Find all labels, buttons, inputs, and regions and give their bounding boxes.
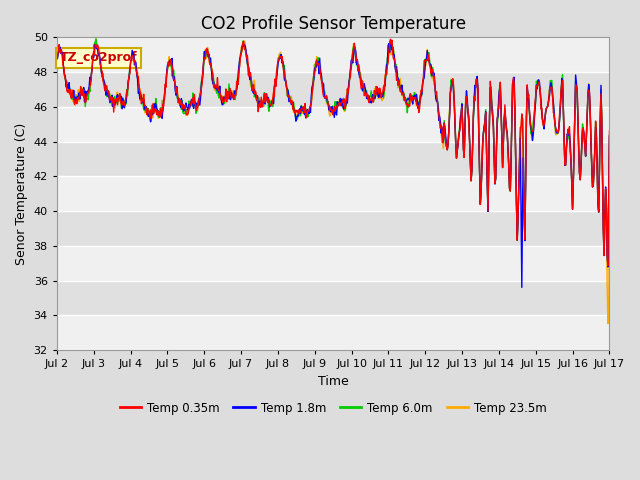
Bar (57, 37, 609, 72)
Title: CO2 Profile Sensor Temperature: CO2 Profile Sensor Temperature (200, 15, 466, 33)
Y-axis label: Senor Temperature (C): Senor Temperature (C) (15, 123, 28, 265)
Legend: Temp 0.35m, Temp 1.8m, Temp 6.0m, Temp 23.5m: Temp 0.35m, Temp 1.8m, Temp 6.0m, Temp 2… (115, 397, 552, 419)
Bar (57, 72, 609, 107)
Bar (57, 176, 609, 211)
Text: TZ_co2prof: TZ_co2prof (60, 51, 137, 64)
Bar (57, 315, 609, 350)
Bar (57, 211, 609, 246)
Bar (57, 246, 609, 281)
Bar (57, 142, 609, 176)
X-axis label: Time: Time (318, 375, 349, 388)
Bar (57, 281, 609, 315)
Bar (57, 107, 609, 142)
